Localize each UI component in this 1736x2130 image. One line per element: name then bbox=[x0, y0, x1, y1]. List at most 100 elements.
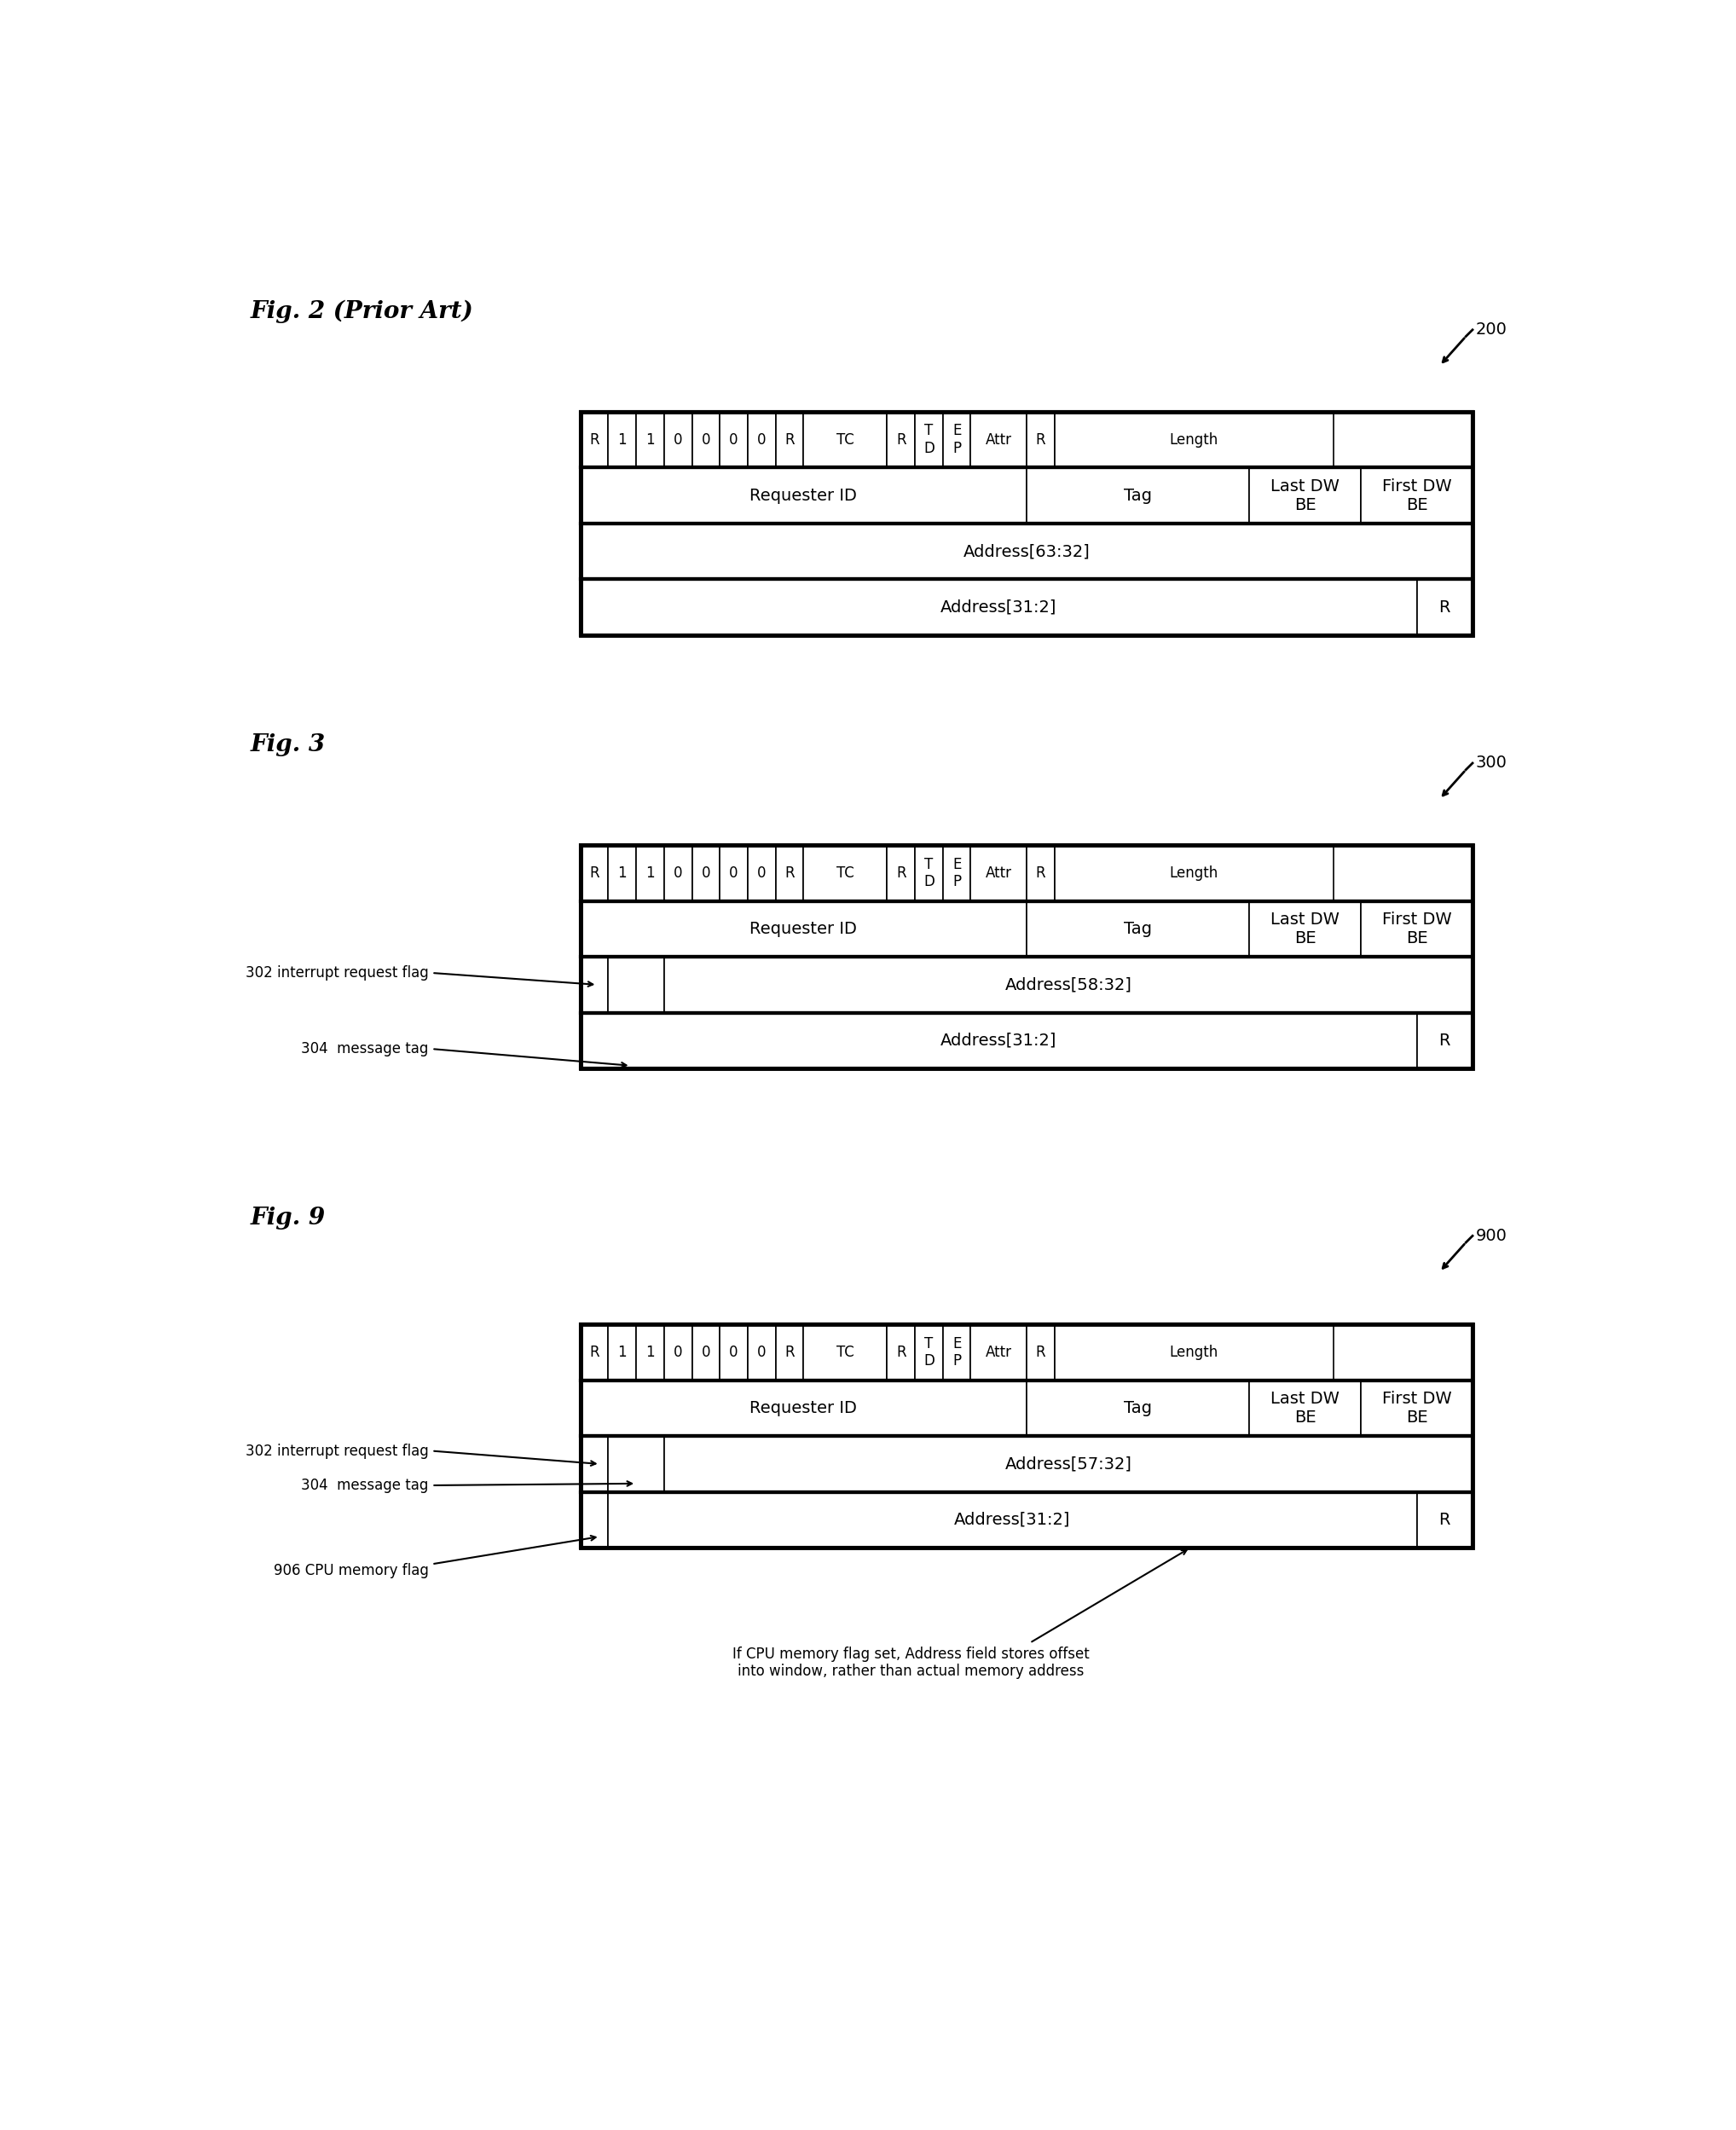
Bar bbox=[915, 411, 943, 469]
Text: R: R bbox=[590, 865, 599, 882]
Text: Fig. 3: Fig. 3 bbox=[250, 733, 325, 756]
Bar bbox=[776, 411, 804, 469]
Text: Fig. 2 (Prior Art): Fig. 2 (Prior Art) bbox=[250, 300, 474, 324]
Bar bbox=[693, 846, 720, 901]
Bar bbox=[665, 1325, 693, 1380]
Bar bbox=[720, 411, 748, 469]
Text: If CPU memory flag set, Address field stores offset
into window, rather than act: If CPU memory flag set, Address field st… bbox=[733, 1646, 1090, 1678]
Text: R: R bbox=[896, 865, 906, 882]
Bar bbox=[580, 1012, 1417, 1069]
Bar bbox=[748, 1325, 776, 1380]
Bar bbox=[580, 1012, 1472, 1069]
Text: Length: Length bbox=[1170, 1344, 1219, 1361]
Bar bbox=[1250, 469, 1361, 524]
Bar bbox=[1026, 901, 1250, 956]
Bar bbox=[665, 956, 1472, 1012]
Bar bbox=[1026, 1380, 1250, 1436]
Text: 0: 0 bbox=[701, 865, 710, 882]
Text: R: R bbox=[896, 1344, 906, 1361]
Text: Last DW
BE: Last DW BE bbox=[1271, 477, 1340, 513]
Bar bbox=[580, 579, 1417, 635]
Bar bbox=[580, 956, 1472, 1012]
Text: Requester ID: Requester ID bbox=[750, 920, 858, 937]
Bar bbox=[970, 846, 1026, 901]
Bar bbox=[1054, 846, 1333, 901]
Text: 1: 1 bbox=[646, 865, 654, 882]
Bar bbox=[887, 411, 915, 469]
Bar bbox=[943, 846, 970, 901]
Bar bbox=[608, 846, 635, 901]
Text: 1: 1 bbox=[618, 865, 627, 882]
Bar bbox=[580, 846, 1472, 1069]
Text: TC: TC bbox=[837, 1344, 854, 1361]
Text: 0: 0 bbox=[757, 432, 766, 447]
Bar bbox=[804, 411, 887, 469]
Bar bbox=[608, 411, 635, 469]
Text: 1: 1 bbox=[618, 432, 627, 447]
Text: Address[58:32]: Address[58:32] bbox=[1005, 978, 1132, 993]
Text: 304  message tag: 304 message tag bbox=[300, 1042, 429, 1056]
Text: 0: 0 bbox=[729, 432, 738, 447]
Bar bbox=[804, 846, 887, 901]
Text: 0: 0 bbox=[757, 1344, 766, 1361]
Text: R: R bbox=[590, 1344, 599, 1361]
Text: R: R bbox=[896, 432, 906, 447]
Bar bbox=[776, 846, 804, 901]
Text: Address[57:32]: Address[57:32] bbox=[1005, 1457, 1132, 1472]
Bar bbox=[580, 1436, 1472, 1491]
Text: Address[31:2]: Address[31:2] bbox=[955, 1512, 1071, 1527]
Bar bbox=[608, 956, 665, 1012]
Bar bbox=[580, 1436, 608, 1491]
Bar bbox=[1250, 901, 1361, 956]
Text: 304  message tag: 304 message tag bbox=[300, 1478, 429, 1493]
Text: Attr: Attr bbox=[986, 865, 1012, 882]
Text: 302 interrupt request flag: 302 interrupt request flag bbox=[245, 1444, 429, 1459]
Bar bbox=[580, 1325, 608, 1380]
Bar bbox=[748, 411, 776, 469]
Bar bbox=[580, 411, 1472, 635]
Bar bbox=[665, 846, 693, 901]
Bar bbox=[693, 411, 720, 469]
Text: T
D: T D bbox=[924, 1336, 934, 1370]
Bar bbox=[580, 1325, 1472, 1380]
Text: Last DW
BE: Last DW BE bbox=[1271, 912, 1340, 946]
Bar bbox=[1026, 1325, 1054, 1380]
Text: T
D: T D bbox=[924, 424, 934, 456]
Text: R: R bbox=[785, 865, 795, 882]
Bar bbox=[580, 846, 608, 901]
Text: 1: 1 bbox=[618, 1344, 627, 1361]
Text: 0: 0 bbox=[729, 1344, 738, 1361]
Text: TC: TC bbox=[837, 865, 854, 882]
Bar bbox=[665, 411, 693, 469]
Bar bbox=[1417, 1012, 1472, 1069]
Bar bbox=[608, 1325, 635, 1380]
Text: 0: 0 bbox=[729, 865, 738, 882]
Text: 300: 300 bbox=[1476, 754, 1507, 771]
Text: Attr: Attr bbox=[986, 432, 1012, 447]
Bar bbox=[776, 1325, 804, 1380]
Bar bbox=[1361, 469, 1472, 524]
Bar bbox=[970, 411, 1026, 469]
Text: 900: 900 bbox=[1476, 1227, 1507, 1244]
Bar bbox=[1054, 411, 1333, 469]
Bar bbox=[970, 1325, 1026, 1380]
Bar bbox=[1026, 846, 1054, 901]
Text: TC: TC bbox=[837, 432, 854, 447]
Text: R: R bbox=[785, 432, 795, 447]
Bar bbox=[1361, 901, 1472, 956]
Bar bbox=[720, 846, 748, 901]
Bar bbox=[1026, 469, 1250, 524]
Text: R: R bbox=[590, 432, 599, 447]
Text: 200: 200 bbox=[1476, 322, 1507, 339]
Bar bbox=[580, 901, 1026, 956]
Bar bbox=[635, 846, 665, 901]
Text: Length: Length bbox=[1170, 432, 1219, 447]
Bar bbox=[580, 411, 1472, 469]
Text: R: R bbox=[785, 1344, 795, 1361]
Text: First DW
BE: First DW BE bbox=[1382, 1391, 1451, 1425]
Text: Requester ID: Requester ID bbox=[750, 488, 858, 503]
Text: Address[31:2]: Address[31:2] bbox=[941, 599, 1057, 616]
Bar bbox=[580, 524, 1472, 579]
Text: 1: 1 bbox=[646, 432, 654, 447]
Text: Tag: Tag bbox=[1123, 920, 1153, 937]
